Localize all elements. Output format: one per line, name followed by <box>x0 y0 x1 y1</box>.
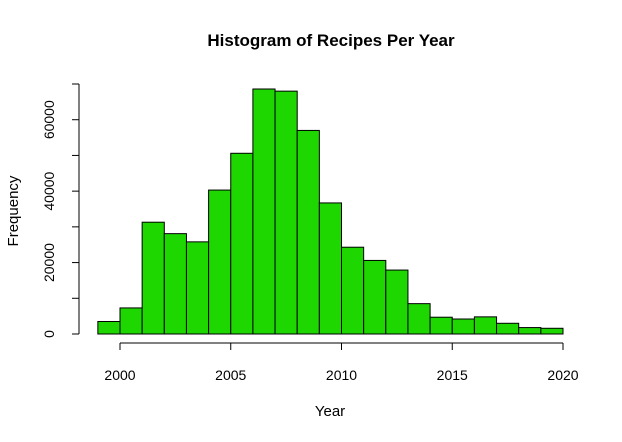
bars-group <box>97 88 564 335</box>
y-tick-label: 20000 <box>41 243 57 282</box>
histogram-bar <box>97 321 121 335</box>
histogram-bar <box>451 318 475 335</box>
histogram-bar <box>163 233 187 335</box>
histogram-bar <box>341 246 365 335</box>
histogram-bar <box>363 259 387 335</box>
histogram-bar <box>318 202 343 335</box>
y-axis: 0 20000 40000 60000 <box>41 83 80 338</box>
x-tick-label: 2005 <box>215 367 246 383</box>
histogram-bar <box>429 316 453 335</box>
x-tick-label: 2000 <box>104 367 135 383</box>
chart-title: Histogram of Recipes Per Year <box>207 31 455 50</box>
histogram-bar <box>385 269 409 335</box>
y-axis-label: Frequency <box>5 175 22 246</box>
x-tick-label: 2020 <box>547 367 578 383</box>
histogram-bar <box>252 88 276 335</box>
histogram-bar <box>119 307 143 335</box>
y-tick-label: 40000 <box>41 171 57 210</box>
x-axis-label: Year <box>315 403 345 420</box>
histogram-bar <box>185 241 210 335</box>
x-axis: 2000 2005 2010 2015 2020 <box>104 342 579 383</box>
histogram-bar <box>518 327 542 335</box>
histogram-bar <box>540 327 564 335</box>
histogram-bar <box>296 129 320 335</box>
histogram-bar <box>141 221 165 335</box>
histogram-bar <box>496 322 520 335</box>
histogram-bar <box>230 152 254 335</box>
histogram-bar <box>274 90 298 335</box>
x-tick-label: 2015 <box>437 367 468 383</box>
y-tick-label: 0 <box>41 330 57 338</box>
histogram-bar <box>407 303 431 335</box>
y-tick-label: 60000 <box>41 100 57 139</box>
histogram-bar <box>208 189 232 335</box>
histogram-bar <box>473 316 498 335</box>
x-tick-label: 2010 <box>326 367 357 383</box>
